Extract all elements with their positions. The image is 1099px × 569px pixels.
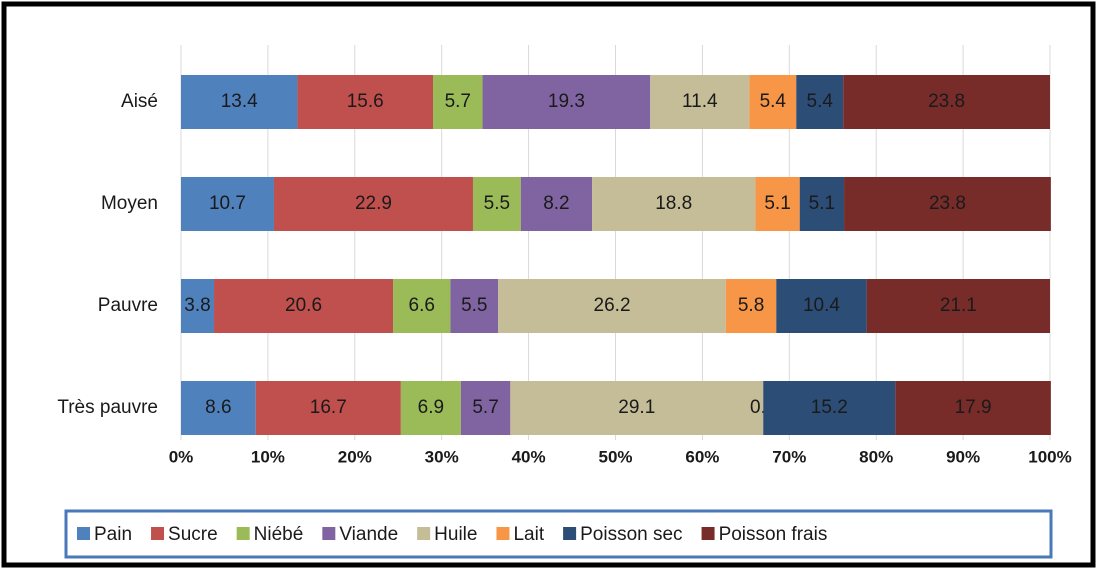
bar-segment xyxy=(393,279,451,333)
bar-segment xyxy=(450,279,499,333)
bar-segment xyxy=(592,177,756,231)
legend-label: Huile xyxy=(434,524,477,545)
x-tick-label: 20% xyxy=(338,447,372,466)
x-tick-label: 100% xyxy=(1028,447,1071,466)
bar-segment xyxy=(297,75,434,129)
bar-segment xyxy=(433,75,483,129)
data-label: 5.5 xyxy=(461,295,487,316)
data-label: 5.1 xyxy=(809,193,835,214)
bar-segment xyxy=(799,177,845,231)
bar-segment xyxy=(181,75,298,129)
legend-swatch xyxy=(563,527,577,540)
data-label: 5.5 xyxy=(484,193,510,214)
y-tick-label: Très pauvre xyxy=(57,397,158,418)
data-label: 8.2 xyxy=(543,193,569,214)
data-label: 5.4 xyxy=(760,91,787,112)
data-label: 6.6 xyxy=(409,295,435,316)
x-tick-label: 30% xyxy=(425,447,459,466)
bar-segment xyxy=(255,381,401,435)
bar-segment xyxy=(214,279,394,333)
data-label: 21.1 xyxy=(940,295,977,316)
bar-segment xyxy=(482,75,651,129)
bar-segment xyxy=(796,75,844,129)
legend-swatch xyxy=(417,527,431,540)
legend-label: Poisson sec xyxy=(580,524,682,545)
legend-swatch xyxy=(322,527,336,540)
x-tick-label: 0% xyxy=(169,447,194,466)
legend-box xyxy=(64,509,1053,559)
legend-label: Niébé xyxy=(254,524,304,545)
legend-label: Pain xyxy=(94,524,132,545)
bar-segment xyxy=(755,177,800,231)
legend-swatch xyxy=(236,527,250,540)
bar-segment xyxy=(472,177,521,231)
bar-segment xyxy=(273,177,473,231)
bar-segment xyxy=(749,75,797,129)
data-label: 10.7 xyxy=(209,193,246,214)
legend-label: Lait xyxy=(513,524,544,545)
data-label: 5.7 xyxy=(472,397,498,418)
bar-segment xyxy=(181,177,274,231)
data-label: 8.6 xyxy=(205,397,231,418)
data-label: 18.8 xyxy=(655,193,692,214)
bar-segment xyxy=(181,381,256,435)
data-label: 3.8 xyxy=(184,295,210,316)
data-label: 19.3 xyxy=(548,91,585,112)
x-tick-label: 10% xyxy=(251,447,285,466)
data-label: 22.9 xyxy=(355,193,392,214)
data-label: 23.8 xyxy=(929,193,966,214)
x-tick-label: 40% xyxy=(512,447,546,466)
legend-label: Sucre xyxy=(168,524,218,545)
bar-segment xyxy=(866,279,1050,333)
data-label: 23.8 xyxy=(928,91,965,112)
bar-segment xyxy=(844,177,1051,231)
bar-segment xyxy=(763,381,896,435)
legend-label: Viande xyxy=(339,524,398,545)
legend-label: Poisson frais xyxy=(719,524,828,545)
data-label: 29.1 xyxy=(618,397,655,418)
bar-segment xyxy=(520,177,593,231)
data-label: 11.4 xyxy=(682,91,718,112)
data-label: 26.2 xyxy=(594,295,631,316)
x-tick-label: 60% xyxy=(685,447,719,466)
y-tick-label: Pauvre xyxy=(98,295,158,316)
x-tick-label: 80% xyxy=(859,447,893,466)
bar-segment xyxy=(650,75,750,129)
data-label: 6.9 xyxy=(418,397,444,418)
x-tick-label: 90% xyxy=(946,447,980,466)
bar-segment xyxy=(400,381,461,435)
y-tick-label: Moyen xyxy=(101,193,158,214)
legend-swatch xyxy=(151,527,165,540)
x-tick-label: 70% xyxy=(772,447,806,466)
bar-segment xyxy=(181,279,215,333)
legend-swatch xyxy=(701,527,715,540)
x-tick-label: 50% xyxy=(598,447,632,466)
data-label: 13.4 xyxy=(221,91,258,112)
data-label: 5.4 xyxy=(807,91,834,112)
data-label: 5.1 xyxy=(764,193,790,214)
bar-segment xyxy=(843,75,1050,129)
data-label: 17.9 xyxy=(955,397,992,418)
data-label: 10.4 xyxy=(803,295,840,316)
y-tick-label: Aisé xyxy=(121,91,158,112)
bar-segment xyxy=(498,279,726,333)
bar-segment xyxy=(895,381,1051,435)
bar-segment xyxy=(725,279,777,333)
data-label: 20.6 xyxy=(285,295,322,316)
data-label: 15.2 xyxy=(811,397,848,418)
bar-segment xyxy=(776,279,867,333)
data-label: 15.6 xyxy=(347,91,384,112)
data-label: 5.7 xyxy=(445,91,471,112)
legend-swatch xyxy=(496,527,510,540)
data-label: 5.8 xyxy=(738,295,764,316)
data-label: 16.7 xyxy=(310,397,347,418)
legend-swatch xyxy=(77,527,90,540)
bar-segment xyxy=(460,381,511,435)
bar-segment xyxy=(510,381,764,435)
